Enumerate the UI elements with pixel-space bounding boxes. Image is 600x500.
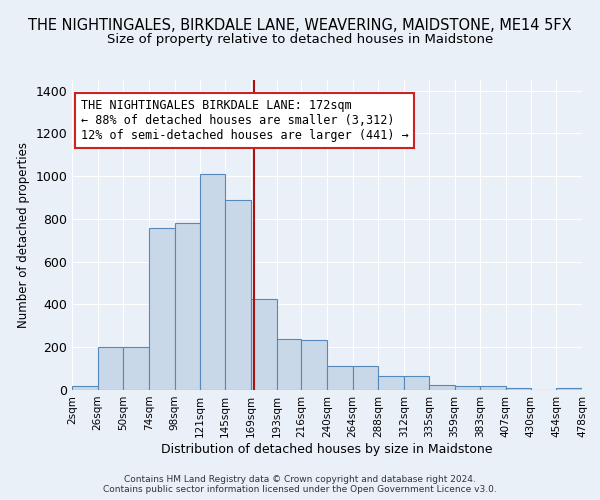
Bar xyxy=(506,388,530,390)
X-axis label: Distribution of detached houses by size in Maidstone: Distribution of detached houses by size … xyxy=(161,442,493,456)
Bar xyxy=(277,338,301,390)
Text: Contains HM Land Registry data © Crown copyright and database right 2024.
Contai: Contains HM Land Registry data © Crown c… xyxy=(103,474,497,494)
Bar xyxy=(124,347,149,390)
Bar xyxy=(251,299,277,390)
Bar xyxy=(327,366,353,390)
Bar xyxy=(225,200,251,390)
Bar xyxy=(72,386,98,390)
Text: THE NIGHTINGALES BIRKDALE LANE: 172sqm
← 88% of detached houses are smaller (3,3: THE NIGHTINGALES BIRKDALE LANE: 172sqm ←… xyxy=(80,99,409,142)
Bar xyxy=(429,384,455,390)
Y-axis label: Number of detached properties: Number of detached properties xyxy=(17,142,30,328)
Bar xyxy=(98,347,124,390)
Bar xyxy=(379,376,404,390)
Text: THE NIGHTINGALES, BIRKDALE LANE, WEAVERING, MAIDSTONE, ME14 5FX: THE NIGHTINGALES, BIRKDALE LANE, WEAVERI… xyxy=(28,18,572,32)
Bar xyxy=(149,228,175,390)
Bar xyxy=(199,174,225,390)
Bar xyxy=(353,366,379,390)
Text: Size of property relative to detached houses in Maidstone: Size of property relative to detached ho… xyxy=(107,32,493,46)
Bar xyxy=(556,388,582,390)
Bar xyxy=(301,340,327,390)
Bar xyxy=(175,223,199,390)
Bar xyxy=(455,386,480,390)
Bar xyxy=(480,386,506,390)
Bar xyxy=(404,376,429,390)
